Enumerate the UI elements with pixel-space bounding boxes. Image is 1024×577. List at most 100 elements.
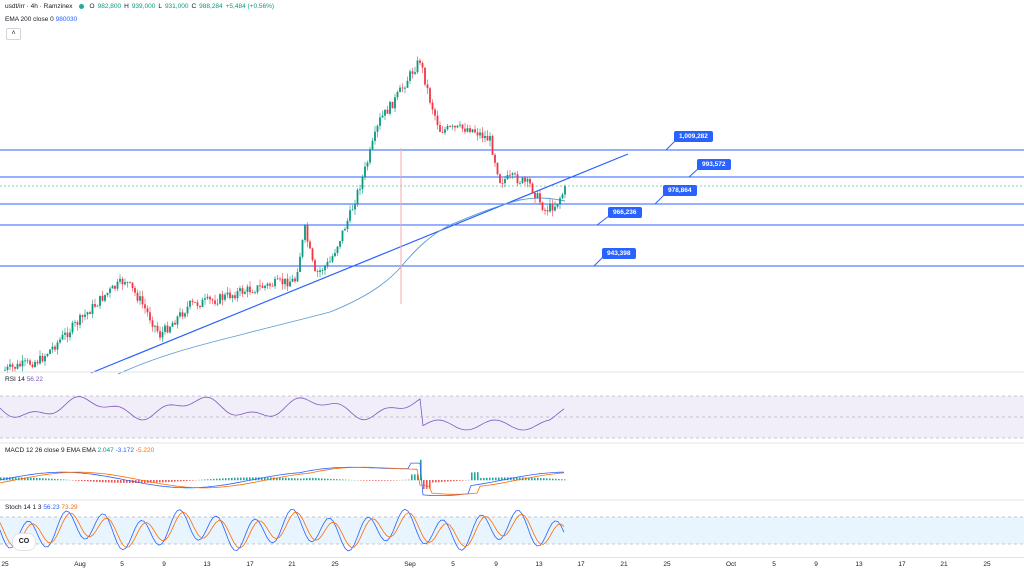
price-callout-978864[interactable]: 978,864 (663, 185, 697, 196)
x-tick-label: 5 (120, 561, 124, 568)
macd-hist-bar (381, 480, 383, 481)
candle-body (469, 128, 471, 132)
candle-body (427, 84, 429, 88)
macd-hist-bar (564, 479, 566, 480)
ema-legend[interactable]: EMA 200 close 0 980030 (5, 16, 77, 23)
candle-body (329, 262, 331, 263)
macd-hist-bar (240, 478, 242, 481)
macd-hist-bar (369, 480, 371, 481)
candle-body (319, 270, 321, 272)
macd-hist-bar (474, 472, 476, 480)
rsi-legend[interactable]: RSI 14 56.22 (5, 376, 43, 383)
candle-body (49, 350, 51, 355)
macd-hist-bar (108, 480, 110, 482)
candle-body (137, 293, 139, 301)
price-callout-943398[interactable]: 943,398 (602, 248, 636, 259)
ema-value: 980030 (56, 16, 78, 23)
macd-hist-bar (375, 480, 377, 481)
candle-body (264, 286, 266, 288)
candle-body (294, 279, 296, 282)
candle-body (317, 271, 319, 272)
macd-hist-bar (411, 474, 413, 480)
candle-body (517, 174, 519, 183)
candle-body (344, 229, 346, 230)
candle-body (122, 279, 124, 284)
candle-body (539, 193, 541, 202)
candle-body (77, 322, 79, 325)
price-callout-993572[interactable]: 993,572 (697, 159, 731, 170)
macd-hist-bar (42, 478, 44, 480)
macd-legend[interactable]: MACD 12 26 close 9 EMA EMA 2.047 -3.172 … (5, 447, 154, 454)
macd-hist-bar (282, 478, 284, 481)
price-chart[interactable] (0, 0, 1024, 557)
candle-body (314, 260, 316, 271)
macd-hist-bar (540, 478, 542, 480)
candle-body (244, 292, 246, 294)
candle-body (94, 304, 96, 307)
macd-hist-bar (294, 478, 296, 480)
macd-hist-bar (204, 479, 206, 480)
macd-label: MACD 12 26 close 9 EMA EMA (5, 447, 96, 454)
macd-hist-bar (171, 480, 173, 482)
macd-hist-bar (54, 479, 56, 480)
candle-body (234, 295, 236, 298)
candle-body (554, 207, 556, 211)
candle-body (254, 292, 256, 293)
candle-body (177, 316, 179, 324)
macd-hist-bar (378, 480, 380, 481)
candle-body (357, 190, 359, 205)
candle-body (222, 294, 224, 300)
candle-body (9, 364, 11, 366)
candle-body (309, 242, 311, 249)
candle-body (472, 129, 474, 132)
ohlc-low: 931,000 (165, 3, 189, 10)
candle-body (192, 301, 194, 302)
candle-body (507, 175, 509, 179)
candle-body (132, 282, 134, 288)
candlesticks (4, 56, 566, 372)
candle-body (422, 63, 424, 68)
price-callout-1009282[interactable]: 1,009,282 (674, 131, 713, 142)
stoch-legend[interactable]: Stoch 14 1 3 56.23 73.29 (5, 504, 78, 511)
trendline[interactable] (91, 154, 628, 373)
macd-hist-bar (486, 478, 488, 481)
candle-body (119, 279, 121, 282)
macd-hist-bar (90, 480, 92, 482)
macd-hist-bar (156, 480, 158, 483)
chevron-up-icon[interactable]: ˄ (6, 28, 21, 40)
candle-body (524, 178, 526, 182)
candle-body (22, 361, 24, 367)
candle-body (379, 117, 381, 125)
candle-body (152, 320, 154, 326)
candle-body (184, 313, 186, 316)
candle-body (432, 103, 434, 110)
candle-body (197, 302, 199, 306)
x-tick-label: 17 (898, 561, 905, 568)
candle-body (399, 88, 401, 92)
candle-body (369, 149, 371, 162)
candle-body (374, 132, 376, 141)
symbol-title[interactable]: usdt/irr · 4h · Ramzinex (5, 3, 73, 10)
candle-body (414, 72, 416, 74)
candle-body (129, 282, 131, 283)
candle-body (267, 284, 269, 286)
macd-hist-bar (285, 478, 287, 480)
candle-body (489, 136, 491, 141)
candle-body (322, 270, 324, 271)
candle-body (202, 300, 204, 307)
macd-hist-bar (372, 480, 374, 481)
price-callout-966236[interactable]: 966,236 (608, 207, 642, 218)
macd-hist-bar (60, 479, 62, 480)
tradingview-logo[interactable]: CO (12, 533, 36, 551)
candle-body (312, 248, 314, 260)
macd-hist-bar (441, 480, 443, 482)
macd-hist-bar (246, 477, 248, 480)
macd-hist-bar (552, 479, 554, 481)
candle-body (462, 125, 464, 129)
candle-body (27, 360, 29, 361)
ohlc-low-label: L (158, 3, 162, 10)
stoch-d-value: 73.29 (61, 504, 77, 511)
candle-body (372, 141, 374, 149)
